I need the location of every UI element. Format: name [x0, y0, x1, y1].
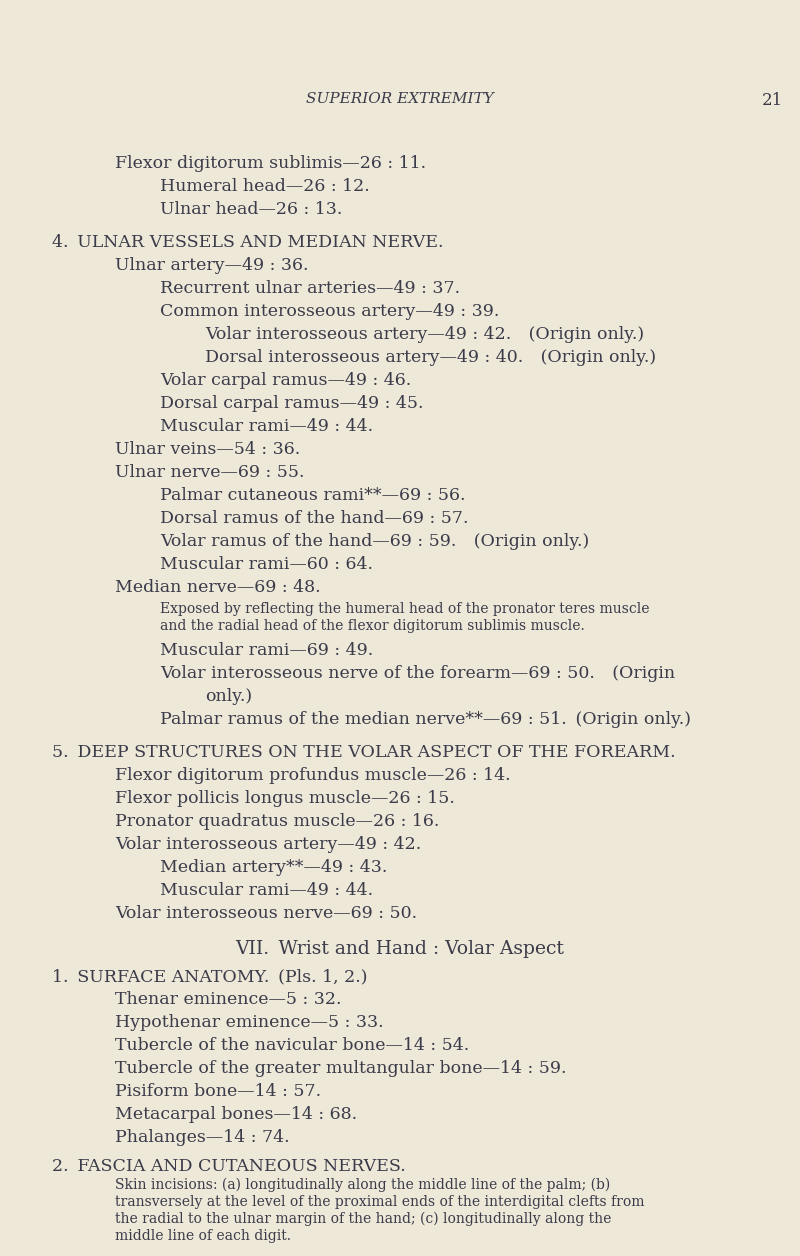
- Text: and the radial head of the flexor digitorum sublimis muscle.: and the radial head of the flexor digito…: [160, 619, 585, 633]
- Text: Palmar cutaneous rami**—69 : 56.: Palmar cutaneous rami**—69 : 56.: [160, 487, 466, 504]
- Text: Volar interosseous artery—49 : 42. (Origin only.): Volar interosseous artery—49 : 42. (Orig…: [205, 327, 644, 343]
- Text: Hypothenar eminence—5 : 33.: Hypothenar eminence—5 : 33.: [115, 1014, 384, 1031]
- Text: Recurrent ulnar arteries—49 : 37.: Recurrent ulnar arteries—49 : 37.: [160, 280, 460, 296]
- Text: middle line of each digit.: middle line of each digit.: [115, 1230, 291, 1243]
- Text: Dorsal ramus of the hand—69 : 57.: Dorsal ramus of the hand—69 : 57.: [160, 510, 469, 528]
- Text: 5. DEEP STRUCTURES ON THE VOLAR ASPECT OF THE FOREARM.: 5. DEEP STRUCTURES ON THE VOLAR ASPECT O…: [52, 744, 676, 761]
- Text: Flexor digitorum sublimis—26 : 11.: Flexor digitorum sublimis—26 : 11.: [115, 154, 426, 172]
- Text: Dorsal interosseous artery—49 : 40. (Origin only.): Dorsal interosseous artery—49 : 40. (Ori…: [205, 349, 656, 365]
- Text: Median nerve—69 : 48.: Median nerve—69 : 48.: [115, 579, 321, 597]
- Text: Muscular rami—69 : 49.: Muscular rami—69 : 49.: [160, 642, 374, 659]
- Text: Humeral head—26 : 12.: Humeral head—26 : 12.: [160, 178, 370, 195]
- Text: Muscular rami—49 : 44.: Muscular rami—49 : 44.: [160, 418, 373, 435]
- Text: 4. ULNAR VESSELS AND MEDIAN NERVE.: 4. ULNAR VESSELS AND MEDIAN NERVE.: [52, 234, 443, 251]
- Text: only.): only.): [205, 688, 252, 705]
- Text: VII. Wrist and Hand : Volar Aspect: VII. Wrist and Hand : Volar Aspect: [235, 939, 565, 958]
- Text: Thenar eminence—5 : 32.: Thenar eminence—5 : 32.: [115, 991, 342, 1009]
- Text: Flexor pollicis longus muscle—26 : 15.: Flexor pollicis longus muscle—26 : 15.: [115, 790, 455, 808]
- Text: Tubercle of the navicular bone—14 : 54.: Tubercle of the navicular bone—14 : 54.: [115, 1037, 470, 1054]
- Text: Ulnar head—26 : 13.: Ulnar head—26 : 13.: [160, 201, 342, 219]
- Text: 21: 21: [762, 92, 783, 109]
- Text: Skin incisions: (a) longitudinally along the middle line of the palm; (b): Skin incisions: (a) longitudinally along…: [115, 1178, 610, 1192]
- Text: Median artery**—49 : 43.: Median artery**—49 : 43.: [160, 859, 387, 875]
- Text: transversely at the level of the proximal ends of the interdigital clefts from: transversely at the level of the proxima…: [115, 1194, 645, 1210]
- Text: Pisiform bone—14 : 57.: Pisiform bone—14 : 57.: [115, 1083, 321, 1100]
- Text: Ulnar nerve—69 : 55.: Ulnar nerve—69 : 55.: [115, 463, 305, 481]
- Text: Ulnar veins—54 : 36.: Ulnar veins—54 : 36.: [115, 441, 300, 458]
- Text: 1. SURFACE ANATOMY. (Pls. 1, 2.): 1. SURFACE ANATOMY. (Pls. 1, 2.): [52, 968, 367, 985]
- Text: Metacarpal bones—14 : 68.: Metacarpal bones—14 : 68.: [115, 1107, 357, 1123]
- Text: Common interosseous artery—49 : 39.: Common interosseous artery—49 : 39.: [160, 303, 499, 320]
- Text: Volar interosseous nerve of the forearm—69 : 50. (Origin: Volar interosseous nerve of the forearm—…: [160, 664, 675, 682]
- Text: Volar ramus of the hand—69 : 59. (Origin only.): Volar ramus of the hand—69 : 59. (Origin…: [160, 533, 590, 550]
- Text: Ulnar artery—49 : 36.: Ulnar artery—49 : 36.: [115, 257, 309, 274]
- Text: Phalanges—14 : 74.: Phalanges—14 : 74.: [115, 1129, 290, 1145]
- Text: SUPERIOR EXTREMITY: SUPERIOR EXTREMITY: [306, 92, 494, 106]
- Text: Flexor digitorum profundus muscle—26 : 14.: Flexor digitorum profundus muscle—26 : 1…: [115, 767, 510, 784]
- Text: Pronator quadratus muscle—26 : 16.: Pronator quadratus muscle—26 : 16.: [115, 813, 439, 830]
- Text: Dorsal carpal ramus—49 : 45.: Dorsal carpal ramus—49 : 45.: [160, 394, 423, 412]
- Text: Volar carpal ramus—49 : 46.: Volar carpal ramus—49 : 46.: [160, 372, 411, 389]
- Text: 2. FASCIA AND CUTANEOUS NERVES.: 2. FASCIA AND CUTANEOUS NERVES.: [52, 1158, 406, 1176]
- Text: the radial to the ulnar margin of the hand; (c) longitudinally along the: the radial to the ulnar margin of the ha…: [115, 1212, 611, 1226]
- Text: Muscular rami—60 : 64.: Muscular rami—60 : 64.: [160, 556, 373, 573]
- Text: Palmar ramus of the median nerve**—69 : 51. (Origin only.): Palmar ramus of the median nerve**—69 : …: [160, 711, 691, 728]
- Text: Volar interosseous artery—49 : 42.: Volar interosseous artery—49 : 42.: [115, 836, 422, 853]
- Text: Muscular rami—49 : 44.: Muscular rami—49 : 44.: [160, 882, 373, 899]
- Text: Volar interosseous nerve—69 : 50.: Volar interosseous nerve—69 : 50.: [115, 906, 417, 922]
- Text: Tubercle of the greater multangular bone—14 : 59.: Tubercle of the greater multangular bone…: [115, 1060, 566, 1076]
- Text: Exposed by reflecting the humeral head of the pronator teres muscle: Exposed by reflecting the humeral head o…: [160, 602, 650, 615]
